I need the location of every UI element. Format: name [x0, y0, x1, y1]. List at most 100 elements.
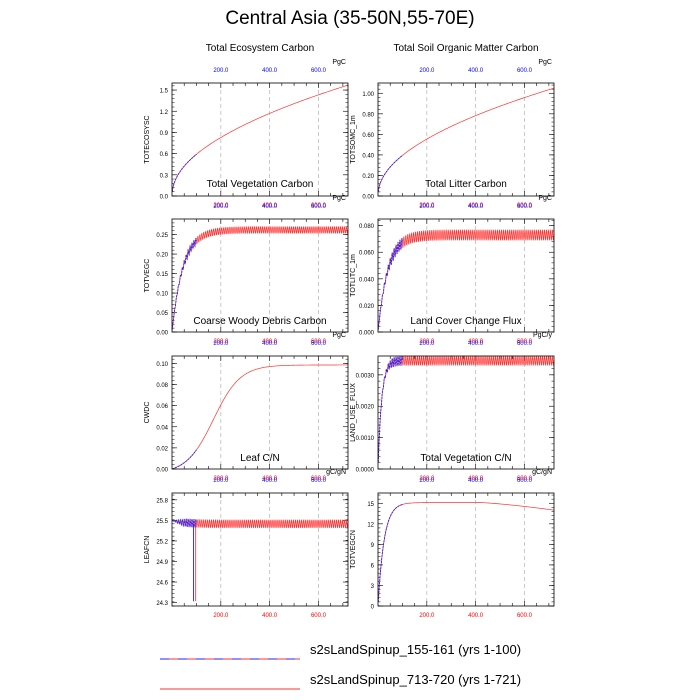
series-line-red: [378, 356, 554, 462]
x-tick-label-top: 400.0: [262, 341, 278, 347]
plot-frame: [171, 218, 349, 333]
units-label: PgC/y: [533, 332, 553, 339]
x-tick-label-bottom: 200.0: [213, 203, 229, 209]
y-tick-label: 0.05: [156, 311, 168, 317]
x-tick-label-bottom: 400.0: [262, 339, 278, 345]
y-tick-label: 6: [371, 563, 375, 569]
series-line-red: [378, 87, 554, 192]
x-tick-label-bottom: 400.0: [262, 613, 278, 619]
x-tick-label-top: 200.0: [419, 204, 435, 210]
legend-item-2: s2sLandSpinup_713-720 (yrs 1-721): [160, 672, 521, 698]
legend-item-1: s2sLandSpinup_155-161 (yrs 1-100): [160, 642, 521, 668]
series-line-blue: [172, 153, 197, 192]
chart-panel-2: Total Soil Organic Matter CarbonPgC0.000…: [350, 43, 555, 209]
x-tick-label-bottom: 600.0: [311, 339, 327, 345]
legend-label-2: s2sLandSpinup_713-720 (yrs 1-721): [310, 672, 522, 687]
y-tick-label: 0.00: [362, 195, 374, 201]
legend-label-1: s2sLandSpinup_155-161 (yrs 1-100): [310, 642, 522, 657]
y-tick-label: 0.0030: [356, 373, 375, 379]
x-tick-label-bottom: 600.0: [311, 613, 327, 619]
y-tick-label: 0.25: [156, 233, 168, 239]
x-tick-label-bottom: 400.0: [262, 476, 278, 482]
x-tick-label-top: 600.0: [517, 68, 533, 74]
x-tick-label-top: 400.0: [262, 478, 278, 484]
chart-title: Total Soil Organic Matter Carbon: [393, 43, 538, 54]
plot-frame: [171, 492, 349, 607]
series-line-red: [172, 518, 348, 529]
y-tick-label: 24.3: [156, 601, 168, 607]
x-tick-label-top: 600.0: [517, 204, 533, 210]
y-tick-label: 0.0020: [356, 405, 375, 411]
y-tick-label: 24.9: [156, 560, 168, 566]
y-tick-label: 0.10: [156, 362, 168, 368]
series-line-red: [172, 84, 348, 192]
y-tick-label: 9: [371, 543, 375, 549]
y-tick-label: 0.000: [359, 331, 375, 337]
y-axis-label: TOTLITC_1m: [350, 254, 357, 297]
units-label: PgC: [538, 59, 552, 66]
y-tick-label: 0.40: [362, 153, 374, 159]
chart-panel-6: Land Cover Change Flux PgC/y 0.0000 0.0010 0…: [350, 316, 555, 482]
x-tick-label-top: 600.0: [311, 68, 327, 74]
series-line-blue: [378, 237, 403, 330]
x-tick-label-bottom: 600.0: [517, 476, 533, 482]
series-line-red: [378, 502, 554, 602]
units-label: gC/gN: [326, 469, 346, 476]
y-tick-label: 3: [371, 584, 375, 590]
y-tick-label: 25.2: [156, 539, 168, 545]
y-axis-label: TOTVEGC: [144, 259, 151, 293]
y-tick-label: 15: [367, 502, 374, 508]
y-axis-label: TOTVEGCN: [350, 530, 357, 569]
units-label: PgC: [332, 195, 346, 202]
y-tick-label: 1.5: [160, 89, 169, 95]
x-tick-label-top: 400.0: [262, 204, 278, 210]
x-tick-label-bottom: 200.0: [419, 339, 435, 345]
x-tick-label-bottom: 200.0: [419, 613, 435, 619]
x-tick-label-top: 200.0: [213, 204, 229, 210]
x-tick-label-bottom: 600.0: [517, 339, 533, 345]
x-tick-label-top: 400.0: [468, 478, 484, 484]
y-tick-label: 0.0000: [356, 468, 375, 474]
y-tick-label: 0.20: [156, 253, 168, 259]
y-tick-label: 0: [371, 605, 375, 611]
chart-panel-7: Leaf C/N gC/gN 24.3 24.6 24.9 25.2 25.5 25.8 200…: [144, 453, 349, 619]
x-tick-label-top: 600.0: [311, 204, 327, 210]
x-tick-label-bottom: 200.0: [419, 476, 435, 482]
y-tick-label: 0.02: [156, 446, 168, 452]
x-tick-label-top: 200.0: [419, 341, 435, 347]
series-line-blue: [378, 155, 403, 192]
chart-panel-3: Total Vegetation Carbon PgC 0.00 0.05 0.10 0.…: [144, 179, 349, 345]
x-tick-label-bottom: 200.0: [213, 613, 229, 619]
y-tick-label: 0.3: [160, 173, 169, 179]
chart-title: Leaf C/N: [240, 453, 279, 464]
y-tick-label: 0.08: [156, 383, 168, 389]
y-tick-label: 0.60: [362, 133, 374, 139]
y-tick-label: 0.00: [156, 468, 168, 474]
y-axis-label: TOTECOSYSC: [144, 115, 151, 163]
y-tick-label: 0.060: [359, 251, 375, 257]
x-tick-label-bottom: 400.0: [468, 339, 484, 345]
series-line-blue: [172, 237, 197, 330]
units-label: PgC: [538, 195, 552, 202]
y-axis-label: LEAFCN: [144, 536, 151, 564]
y-tick-label: 24.6: [156, 581, 168, 587]
x-tick-label-bottom: 600.0: [311, 476, 327, 482]
y-tick-label: 12: [367, 522, 374, 528]
x-tick-label-top: 400.0: [262, 68, 278, 74]
y-tick-label: 0.080: [359, 224, 375, 230]
x-tick-label-top: 200.0: [213, 68, 229, 74]
y-axis-label: CWDC: [144, 402, 151, 424]
x-tick-label-top: 600.0: [311, 341, 327, 347]
x-tick-label-bottom: 200.0: [213, 476, 229, 482]
y-tick-label: 1.00: [362, 92, 374, 98]
x-tick-label-bottom: 600.0: [311, 203, 327, 209]
chart-title: Total Vegetation Carbon: [207, 179, 314, 190]
series-line-blue: [172, 449, 197, 469]
chart-title: Coarse Woody Debris Carbon: [193, 316, 326, 327]
plot-frame: [377, 218, 555, 333]
page-title: Central Asia (35-50N,55-70E): [225, 8, 475, 29]
series-line-red: [378, 229, 554, 330]
y-tick-label: 0.00: [156, 331, 168, 337]
chart-title: Land Cover Change Flux: [410, 316, 521, 327]
x-tick-label-bottom: 200.0: [213, 339, 229, 345]
